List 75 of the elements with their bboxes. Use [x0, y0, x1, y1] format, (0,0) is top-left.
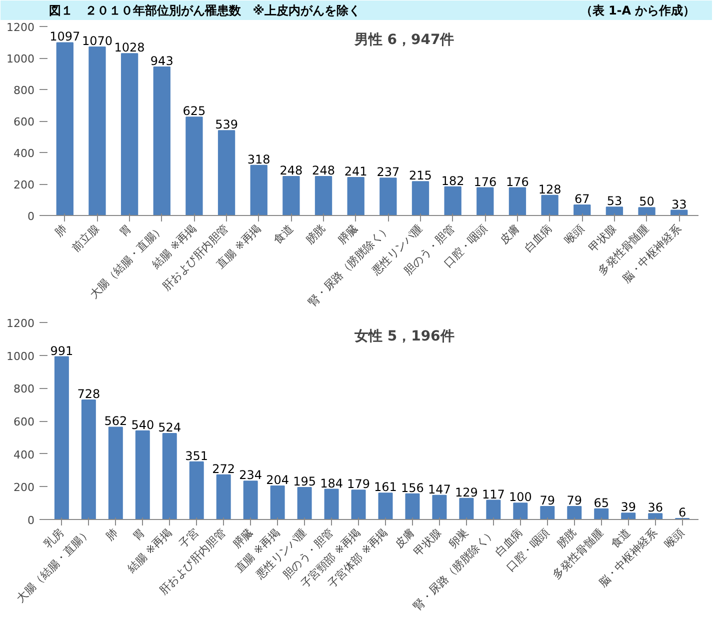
data-label: 943 — [150, 54, 174, 68]
data-label: 36 — [648, 500, 663, 515]
data-label: 50 — [639, 194, 654, 209]
x-tick-label: 喉頭 — [662, 526, 687, 551]
x-tick-label: 胃 — [117, 222, 134, 239]
data-label: 248 — [312, 163, 335, 178]
x-tick-label: 胃 — [130, 526, 148, 543]
data-label: 53 — [606, 194, 622, 208]
data-label: 6 — [678, 506, 686, 520]
data-label: 182 — [441, 174, 464, 188]
data-label: 234 — [239, 468, 262, 482]
y-tick-label: 1200 — [6, 317, 35, 330]
y-tick-label: 0 — [28, 210, 34, 223]
x-tick-label: 皮膚 — [497, 222, 522, 247]
x-tick-label: 肺 — [103, 526, 120, 543]
data-label: 1028 — [114, 40, 145, 55]
y-tick-label: 200 — [14, 178, 35, 192]
data-label: 540 — [131, 418, 154, 432]
data-label: 129 — [454, 485, 478, 500]
y-tick-label: 400 — [14, 448, 35, 462]
data-label: 67 — [574, 192, 590, 206]
x-tick-label: 膀胱 — [303, 222, 328, 247]
y-tick-label: 0 — [28, 514, 34, 527]
data-label: 991 — [50, 344, 74, 358]
y-tick-label: 200 — [14, 481, 35, 494]
data-label: 161 — [374, 480, 397, 494]
data-label: 39 — [620, 500, 636, 514]
data-label: 318 — [247, 152, 270, 166]
data-label: 728 — [77, 386, 100, 401]
x-tick-label: 膵臓 — [230, 526, 256, 551]
y-tick-label: 800 — [14, 382, 35, 396]
data-label: 539 — [215, 118, 238, 132]
data-label: 562 — [104, 414, 128, 428]
y-tick-label: 1000 — [6, 52, 35, 66]
y-tick-label: 1000 — [6, 350, 35, 363]
y-tick-label: 600 — [14, 116, 35, 128]
data-label: 351 — [185, 448, 208, 463]
data-label: 100 — [508, 490, 532, 504]
x-tick-label: 肺 — [52, 222, 70, 239]
data-label: 65 — [594, 496, 610, 510]
data-label: 79 — [566, 494, 582, 508]
data-label: 195 — [293, 474, 316, 488]
y-tick-label: 1200 — [6, 21, 35, 34]
data-label: 1097 — [50, 30, 80, 44]
data-label: 248 — [280, 163, 303, 178]
y-tick-label: 800 — [14, 84, 35, 97]
data-label: 1070 — [82, 34, 112, 48]
data-label: 79 — [540, 494, 556, 508]
data-label: 176 — [474, 174, 497, 189]
text: （表 1-A から作成） — [580, 4, 696, 18]
data-label: 524 — [158, 420, 182, 434]
data-label: 117 — [482, 487, 505, 502]
data-label: 272 — [212, 462, 236, 476]
x-tick-label: 食道 — [271, 222, 296, 247]
caption: 図１ ２０１０年部位別がん罹患数 ※上皮内がんを除く — [48, 4, 360, 18]
data-label: 128 — [538, 182, 562, 196]
data-label: 156 — [401, 480, 424, 495]
chart-title: 男性 6，947件 — [353, 32, 454, 48]
x-tick-label: 白血病 — [522, 222, 554, 254]
x-tick-label: 前立腺 — [69, 222, 102, 254]
data-label: 204 — [266, 473, 290, 488]
chart-title: 女性 5，196件 — [353, 328, 454, 344]
x-tick-label: 喉頭 — [562, 222, 587, 247]
data-label: 147 — [428, 482, 451, 496]
data-label: 184 — [320, 476, 343, 490]
data-label: 33 — [671, 197, 687, 212]
data-label: 176 — [506, 174, 529, 189]
data-label: 237 — [376, 165, 400, 180]
y-tick-label: 400 — [14, 147, 35, 160]
x-tick-label: 膵臓 — [336, 222, 360, 247]
data-label: 625 — [182, 104, 206, 118]
data-label: 241 — [344, 164, 368, 179]
data-label: 179 — [347, 477, 370, 492]
data-label: 215 — [409, 168, 432, 183]
y-tick-label: 600 — [14, 416, 35, 428]
